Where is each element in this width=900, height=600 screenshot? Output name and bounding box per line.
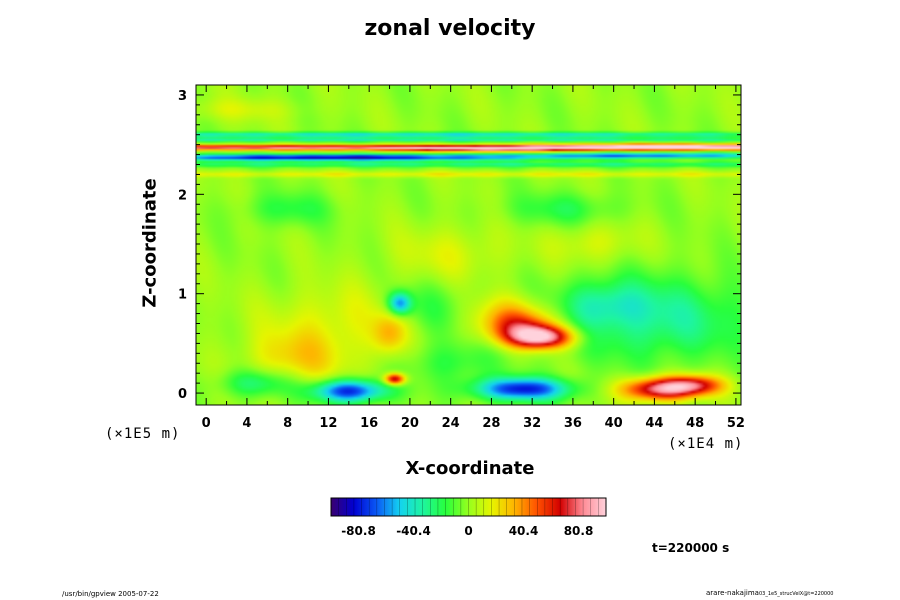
x-tick-label: 16 xyxy=(360,416,378,431)
footer-left: /usr/bin/gpview 2005-07-22 xyxy=(62,590,159,598)
y-axis-unit: (×1E5 m) xyxy=(105,426,181,442)
x-axis-unit: (×1E4 m) xyxy=(668,436,744,452)
x-tick-label: 12 xyxy=(319,416,337,431)
y-axis-label: Z-coordinate xyxy=(139,178,161,308)
x-tick-label: 20 xyxy=(401,416,419,431)
colorbar-tick-label: 40.4 xyxy=(509,524,539,538)
x-tick-label: 28 xyxy=(482,416,500,431)
footer-right-main: arare-nakajima xyxy=(706,589,759,597)
y-tick-label: 2 xyxy=(178,188,187,203)
footer-right-sub: 03_1e5_strucVelX@t=220000 xyxy=(758,591,834,597)
x-tick-label: 32 xyxy=(523,416,541,431)
x-tick-label: 24 xyxy=(442,416,460,431)
x-tick-label: 48 xyxy=(686,416,704,431)
colorbar-tick-label: -40.4 xyxy=(396,524,431,538)
x-tick-label: 44 xyxy=(645,416,663,431)
heatmap-field xyxy=(196,85,741,405)
y-tick-label: 3 xyxy=(178,89,187,104)
x-tick-label: 36 xyxy=(564,416,582,431)
chart-title: zonal velocity xyxy=(364,16,536,41)
footer-right: arare-nakajima03_1e5_strucVelX@t=220000 xyxy=(706,589,833,597)
x-tick-label: 4 xyxy=(242,416,251,431)
time-label: t=220000 s xyxy=(652,541,730,555)
y-tick-label: 1 xyxy=(178,288,187,303)
x-tick-label: 8 xyxy=(283,416,292,431)
y-tick-label: 0 xyxy=(178,387,187,402)
colorbar-ticks: -80.8 -40.4 0 40.4 80.8 xyxy=(338,498,599,538)
colorbar-tick-label: -80.8 xyxy=(341,524,376,538)
y-axis-ticks: 0 1 2 3 xyxy=(178,89,741,402)
x-tick-label: 52 xyxy=(727,416,745,431)
x-axis-label: X-coordinate xyxy=(405,458,535,479)
x-tick-label: 40 xyxy=(605,416,623,431)
plot-frame xyxy=(195,84,742,406)
x-tick-label: 0 xyxy=(202,416,211,431)
x-axis-ticks: 0 4 8 12 16 20 24 28 32 36 40 44 48 52 xyxy=(202,85,745,431)
colorbar-tick-label: 0 xyxy=(464,524,472,538)
colorbar-tick-label: 80.8 xyxy=(564,524,594,538)
